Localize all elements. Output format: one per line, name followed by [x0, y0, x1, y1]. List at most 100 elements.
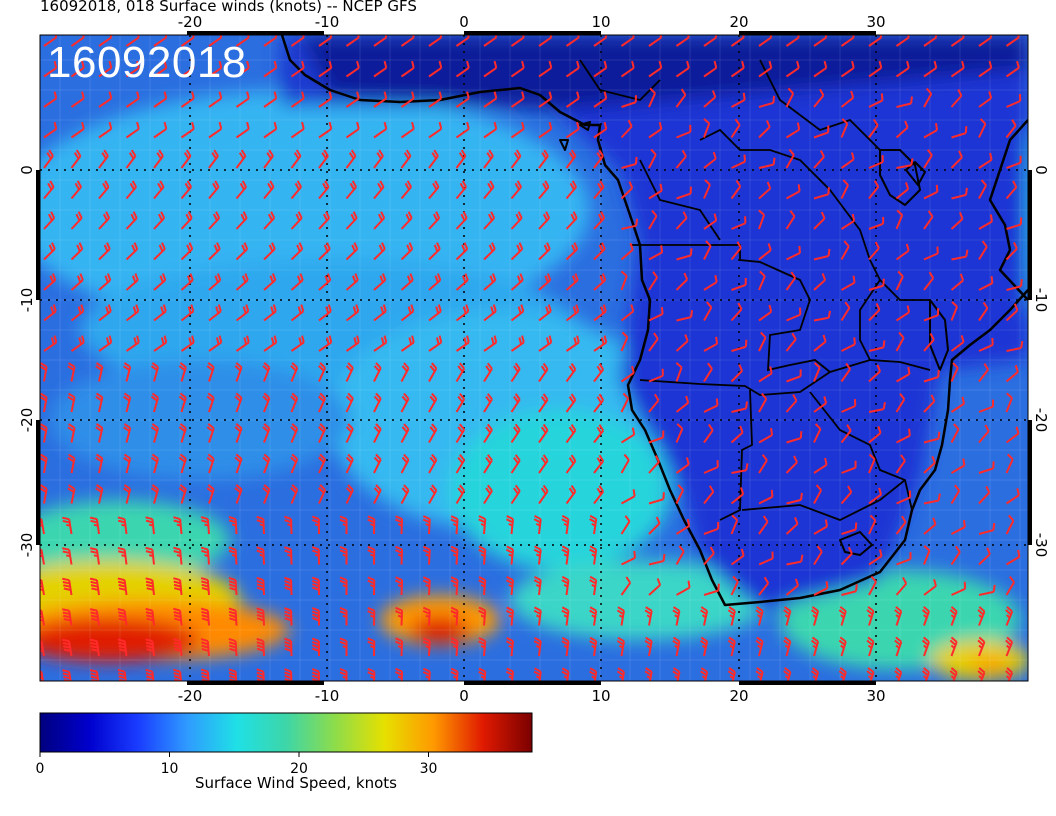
wind-barb [284, 576, 293, 596]
wind-barb [648, 492, 665, 505]
wind-barb [758, 120, 771, 139]
wind-barb [866, 636, 875, 657]
wind-barb [318, 362, 327, 382]
wind-barb [345, 392, 354, 413]
wind-barb [318, 60, 333, 78]
wind-barb [785, 455, 798, 474]
wind-barb [730, 302, 743, 322]
wind-barb [483, 423, 493, 444]
wind-barb [895, 576, 908, 596]
wind-barb [950, 89, 963, 108]
wind-barb [510, 149, 522, 169]
wind-barb [840, 179, 849, 199]
wind-barb [510, 60, 525, 78]
wind-barb [923, 578, 937, 596]
wind-barb [593, 335, 608, 352]
wind-barb [895, 331, 905, 352]
wind-barb [1005, 636, 1014, 657]
wind-barb [755, 606, 764, 626]
wind-barb [428, 149, 439, 169]
wind-barb [290, 335, 305, 352]
wind-barb [675, 35, 690, 47]
wind-barb [62, 516, 73, 535]
wind-barb [620, 242, 634, 261]
wind-barb [868, 453, 876, 474]
wind-barb [565, 242, 579, 261]
lon-tick-label: 10 [591, 13, 610, 31]
wind-barb [284, 668, 293, 681]
lon-tick-label: 30 [866, 687, 885, 705]
wind-barb [675, 457, 690, 474]
wind-barb [483, 273, 497, 291]
wind-barb [428, 304, 442, 322]
wind-barb [868, 340, 886, 352]
wind-barb [180, 242, 194, 261]
wind-barb [838, 636, 847, 657]
wind-barb [263, 149, 274, 169]
wind-barb [648, 87, 657, 108]
wind-barb [208, 211, 221, 230]
wind-barb [483, 35, 498, 47]
wind-barb [978, 301, 989, 322]
wind-barb [675, 362, 683, 382]
wind-barb [290, 149, 302, 169]
wind-barb [896, 552, 912, 566]
lat-tick-label: 0 [1032, 165, 1050, 175]
wind-barb [648, 209, 658, 230]
wind-barb [428, 362, 438, 382]
wind-barb [290, 362, 299, 382]
wind-barb [700, 667, 709, 681]
wind-barb [868, 180, 880, 200]
wind-barb [593, 454, 605, 474]
wind-barb [290, 304, 305, 322]
wind-barb [284, 607, 293, 626]
wind-barb [923, 184, 939, 200]
wind-barb [70, 304, 85, 322]
wind-barb [284, 515, 293, 535]
wind-barb [676, 248, 693, 261]
wind-barb [675, 211, 688, 230]
wind-barb [813, 125, 830, 139]
wind-barb [483, 242, 496, 261]
wind-barb [950, 423, 960, 443]
wind-barb [1005, 606, 1014, 626]
wind-barb [895, 182, 910, 200]
wind-barb [786, 492, 803, 505]
wind-barb [786, 307, 802, 322]
wind-barb [785, 210, 796, 230]
wind-barb [367, 606, 376, 626]
wind-barb [373, 60, 388, 78]
wind-barb [395, 515, 404, 535]
wind-barb [43, 211, 56, 230]
wind-barb [455, 180, 467, 200]
wind-barb [98, 242, 111, 261]
wind-barb [395, 637, 404, 657]
wind-barb [565, 60, 580, 78]
lon-tick-label: -10 [315, 687, 340, 705]
wind-barb [67, 362, 76, 382]
wind-barb [234, 362, 243, 382]
wind-barb [228, 607, 238, 626]
wind-barb [153, 35, 168, 47]
wind-barb [840, 362, 851, 383]
wind-barb [593, 35, 608, 47]
wind-barb [785, 332, 797, 352]
wind-barb [228, 546, 238, 565]
wind-barb [950, 150, 963, 169]
wind-barb [235, 60, 250, 78]
wind-barb [950, 211, 964, 230]
wind-barb [67, 484, 76, 504]
wind-barb [648, 35, 663, 47]
wind-barb [125, 60, 140, 78]
wind-barb [813, 273, 827, 291]
wind-barb [318, 242, 331, 261]
wind-barb [483, 362, 493, 383]
wind-barb [180, 180, 192, 200]
wind-barb [727, 667, 736, 681]
wind-barb [758, 576, 770, 596]
wind-barb [180, 60, 195, 78]
wind-barb [838, 606, 847, 626]
wind-barb [422, 576, 431, 596]
wind-barb [621, 156, 638, 169]
